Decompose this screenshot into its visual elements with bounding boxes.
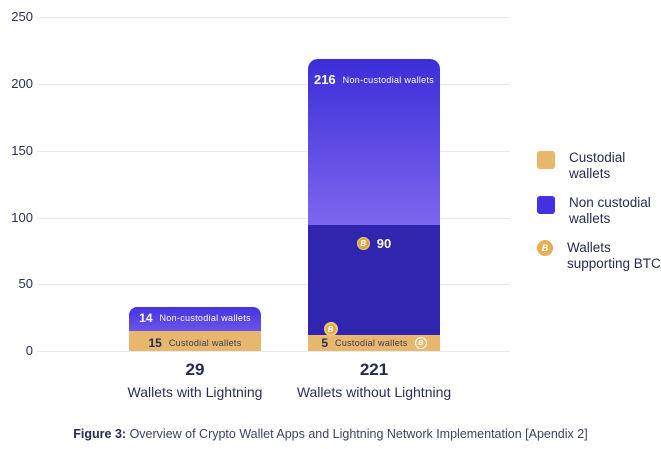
bar-wallets-with-lightning: 14 Non-custodial wallets 15 Custodial wa…: [129, 307, 261, 351]
segment-custodial-with-lightning: 15 Custodial wallets: [129, 331, 261, 351]
legend-label-line1: Custodial: [569, 150, 626, 165]
total-count: 221: [359, 360, 389, 379]
segment-noncustodial-with-lightning: 14 Non-custodial wallets: [129, 307, 261, 331]
y-tick-250: 250: [11, 9, 33, 24]
custodial-count: 15: [148, 335, 162, 350]
segment-noncustodial-without-lightning: 216 Non-custodial wallets: [308, 59, 440, 225]
btc-count: 90: [376, 236, 392, 251]
caption-prefix: Figure 3:: [73, 427, 127, 441]
custodial-swatch-icon: [537, 151, 555, 169]
legend-item-custodial: Custodial wallets: [537, 150, 661, 182]
noncustodial-label: Non-custodial wallets: [342, 74, 435, 85]
category-label: Wallets with Lightning: [127, 384, 263, 400]
caption-text: Overview of Crypto Wallet Apps and Light…: [129, 427, 588, 441]
gridline-100: [37, 218, 510, 219]
gridline-50: [37, 284, 510, 285]
legend-label-line2: supporting BTC: [567, 256, 661, 271]
btc-icon: B: [323, 322, 338, 336]
btc-icon: B: [414, 337, 427, 349]
gridline-150: [37, 151, 510, 152]
custodial-label: Custodial wallets: [168, 337, 242, 348]
segment-btc-supporting: B 90: [308, 225, 440, 335]
y-tick-50: 50: [18, 276, 33, 291]
legend-label: Wallets supporting BTC: [567, 240, 661, 272]
btc-icon: B: [356, 237, 370, 250]
legend: Custodial wallets Non custodial wallets …: [537, 150, 661, 272]
y-tick-200: 200: [11, 76, 33, 91]
category-label: Wallets without Lightning: [296, 384, 452, 400]
legend-label-line2: wallets: [569, 211, 611, 226]
gridline-250: [37, 17, 510, 18]
legend-label-line1: Non custodial: [569, 195, 651, 210]
segment-custodial-without-lightning: 5 Custodial wallets B: [308, 335, 440, 351]
y-tick-100: 100: [11, 210, 33, 225]
figure-caption: Figure 3: Overview of Crypto Wallet Apps…: [0, 427, 661, 441]
x-label-with-lightning: 29 Wallets with Lightning: [95, 360, 295, 400]
gridline-200: [37, 84, 510, 85]
bar-wallets-without-lightning: 216 Non-custodial wallets B 90 5 Custodi…: [308, 59, 440, 351]
noncustodial-count: 216: [313, 72, 336, 87]
noncustodial-count: 14: [139, 310, 153, 325]
custodial-label: Custodial wallets: [335, 338, 408, 348]
gridline-0: [37, 351, 510, 352]
legend-label: Non custodial wallets: [569, 195, 651, 227]
noncustodial-swatch-icon: [537, 196, 555, 214]
legend-item-noncustodial: Non custodial wallets: [537, 195, 661, 227]
custodial-count: 5: [321, 336, 329, 350]
legend-label-line1: Wallets: [567, 240, 611, 255]
y-tick-150: 150: [11, 143, 33, 158]
legend-label-line2: wallets: [569, 166, 611, 181]
noncustodial-label: Non-custodial wallets: [159, 312, 251, 323]
total-count: 29: [185, 360, 205, 379]
legend-item-btc-supporting: B Wallets supporting BTC: [537, 240, 661, 272]
y-tick-0: 0: [25, 343, 33, 358]
x-label-without-lightning: 221 Wallets without Lightning: [274, 360, 474, 400]
legend-label: Custodial wallets: [569, 150, 625, 182]
btc-icon: B: [537, 240, 553, 256]
